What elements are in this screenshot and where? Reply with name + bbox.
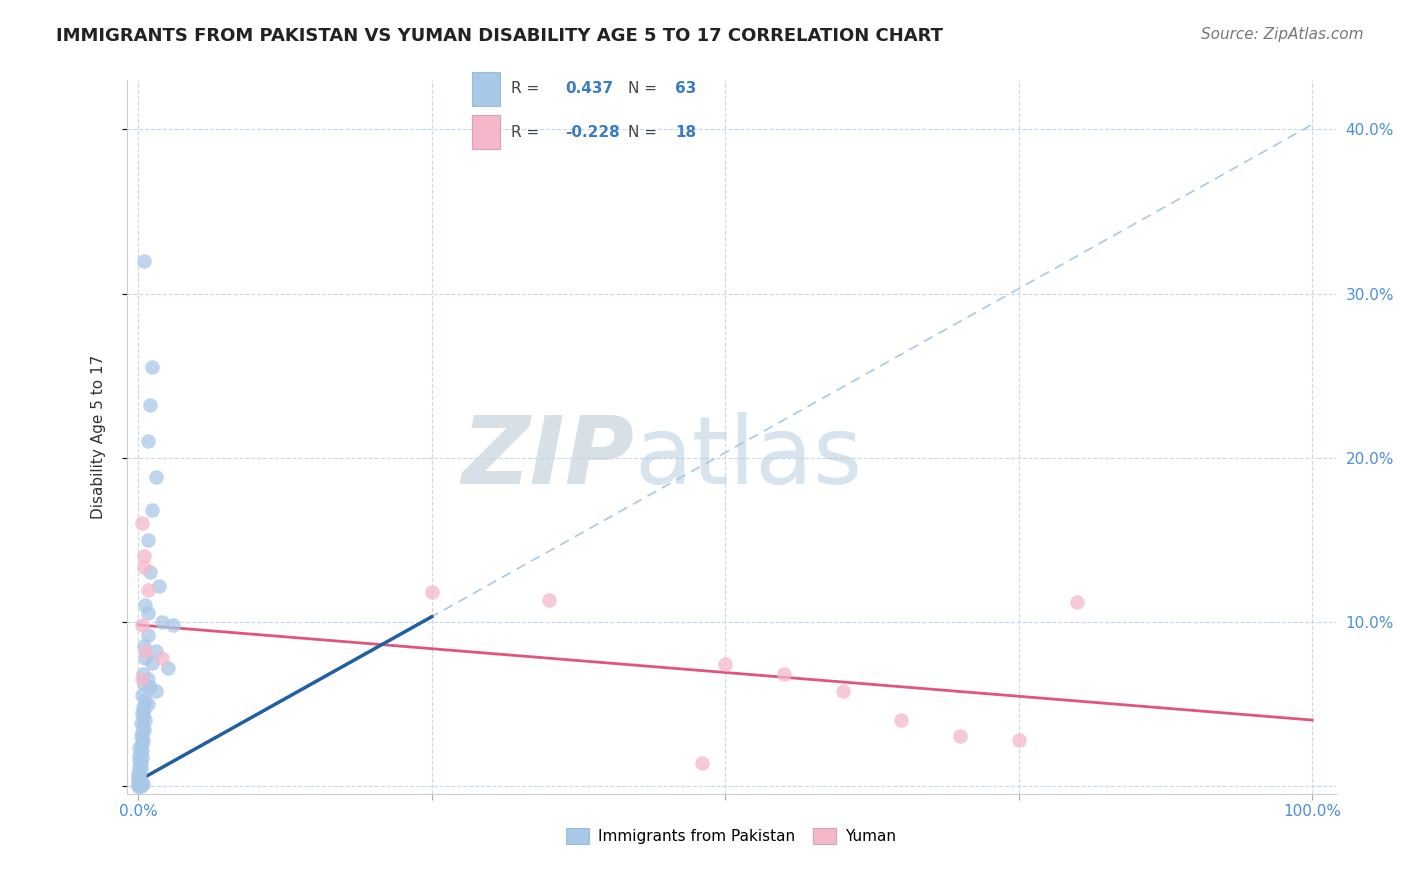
Point: [129, 730, 152, 744]
Point: [136, 607, 159, 621]
Point: [127, 767, 149, 781]
Point: [129, 746, 152, 760]
Point: [1008, 732, 1031, 747]
Point: [128, 749, 150, 764]
Point: [831, 683, 853, 698]
Point: [131, 618, 153, 632]
Point: [134, 677, 156, 691]
Point: [134, 650, 156, 665]
Point: [145, 470, 167, 484]
Point: [128, 754, 150, 768]
Point: [128, 769, 150, 783]
Point: [139, 680, 162, 694]
Text: IMMIGRANTS FROM PAKISTAN VS YUMAN DISABILITY AGE 5 TO 17 CORRELATION CHART: IMMIGRANTS FROM PAKISTAN VS YUMAN DISABI…: [56, 27, 943, 45]
Point: [141, 503, 163, 517]
Point: [129, 757, 152, 772]
Text: R =: R =: [510, 125, 544, 140]
Point: [145, 683, 167, 698]
Point: [148, 578, 170, 592]
Point: [132, 777, 155, 791]
FancyBboxPatch shape: [472, 72, 499, 105]
Point: [129, 738, 152, 752]
Point: [131, 516, 153, 531]
Point: [420, 585, 443, 599]
Point: [136, 697, 159, 711]
Point: [134, 599, 156, 613]
Point: [150, 615, 173, 629]
Point: [131, 751, 153, 765]
Point: [132, 732, 155, 747]
Point: [136, 672, 159, 686]
Point: [134, 713, 156, 727]
Point: [132, 720, 155, 734]
Point: [129, 762, 152, 776]
Y-axis label: Disability Age 5 to 17: Disability Age 5 to 17: [91, 355, 105, 519]
Point: [128, 765, 150, 780]
Point: [128, 775, 150, 789]
Point: [136, 533, 159, 547]
Point: [127, 779, 149, 793]
Point: [134, 644, 156, 658]
Point: [773, 667, 796, 681]
Point: [136, 628, 159, 642]
Point: [949, 730, 972, 744]
Text: -0.228: -0.228: [565, 125, 620, 140]
Text: atlas: atlas: [634, 412, 863, 505]
Point: [162, 618, 184, 632]
Point: [134, 723, 156, 737]
Text: 63: 63: [675, 81, 696, 96]
Legend: Immigrants from Pakistan, Yuman: Immigrants from Pakistan, Yuman: [560, 822, 903, 850]
Point: [131, 726, 153, 740]
Point: [714, 657, 737, 672]
Point: [128, 772, 150, 786]
Point: [145, 644, 167, 658]
Point: [141, 656, 163, 670]
Point: [131, 736, 153, 750]
Point: [132, 710, 155, 724]
Point: [129, 716, 152, 731]
Text: 18: 18: [675, 125, 696, 140]
Point: [132, 700, 155, 714]
Point: [127, 777, 149, 791]
Point: [127, 771, 149, 785]
Point: [129, 779, 152, 793]
Point: [538, 593, 561, 607]
Point: [131, 777, 153, 791]
Point: [139, 566, 162, 580]
Point: [128, 741, 150, 756]
Point: [128, 761, 150, 775]
Point: [131, 689, 153, 703]
Point: [132, 667, 155, 681]
Text: Source: ZipAtlas.com: Source: ZipAtlas.com: [1201, 27, 1364, 42]
Point: [134, 560, 156, 574]
Point: [690, 756, 713, 770]
Point: [134, 639, 156, 653]
Point: [136, 434, 159, 449]
Point: [134, 253, 156, 268]
FancyBboxPatch shape: [472, 115, 499, 149]
Point: [890, 713, 912, 727]
Point: [156, 660, 179, 674]
Point: [134, 703, 156, 717]
Point: [134, 693, 156, 707]
Point: [131, 742, 153, 756]
Point: [136, 583, 159, 598]
Text: 0.437: 0.437: [565, 81, 613, 96]
Text: ZIP: ZIP: [461, 412, 634, 505]
Point: [134, 549, 156, 563]
Point: [1066, 595, 1088, 609]
Text: N =: N =: [628, 125, 662, 140]
Point: [141, 360, 163, 375]
Text: R =: R =: [510, 81, 544, 96]
Point: [127, 773, 149, 788]
Point: [128, 779, 150, 793]
Point: [139, 398, 162, 412]
Point: [129, 775, 152, 789]
Point: [131, 672, 153, 686]
Point: [150, 650, 173, 665]
Text: N =: N =: [628, 81, 662, 96]
Point: [131, 706, 153, 721]
